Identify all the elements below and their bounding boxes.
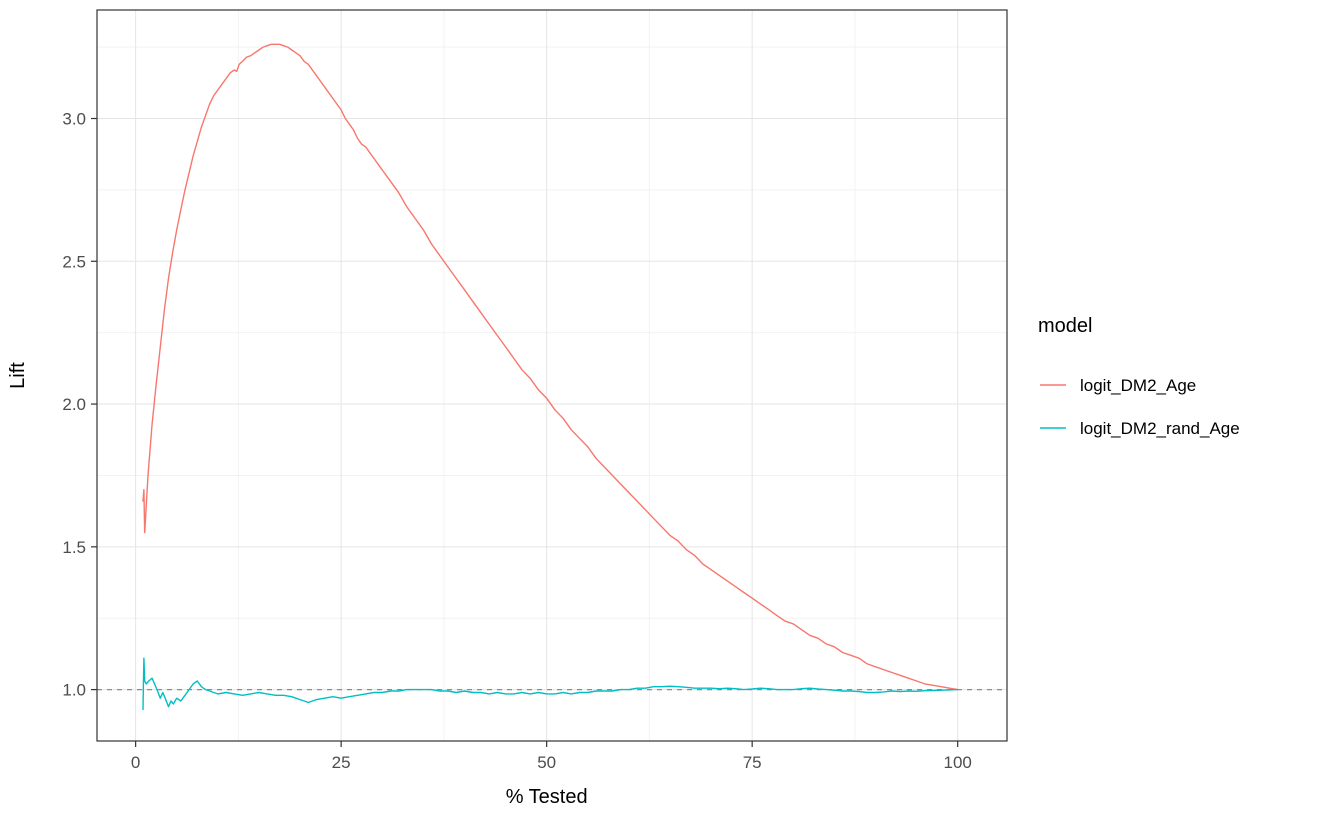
legend-label-logit_DM2_rand_Age: logit_DM2_rand_Age [1080,419,1240,438]
series-line-logit_DM2_Age [142,43,959,691]
y-axis-title: Lift [7,362,29,389]
panel-border [96,9,1008,742]
series-line-logit_DM2_rand_Age [142,657,959,711]
legend-title: model [1038,315,1092,337]
x-tick-label: 100 [943,753,971,772]
x-tick-label: 25 [332,753,351,772]
legend-label-logit_DM2_Age: logit_DM2_Age [1080,376,1196,395]
y-tick-label: 1.0 [62,681,86,700]
x-axis-title: % Tested [506,786,588,808]
x-tick-label: 0 [131,753,140,772]
y-tick-label: 1.5 [62,538,86,557]
y-tick-label: 3.0 [62,110,86,129]
plot-panel [97,10,1007,741]
y-tick-label: 2.5 [62,252,86,271]
y-tick-label: 2.0 [62,395,86,414]
x-tick-label: 50 [537,753,556,772]
x-tick-label: 75 [743,753,762,772]
